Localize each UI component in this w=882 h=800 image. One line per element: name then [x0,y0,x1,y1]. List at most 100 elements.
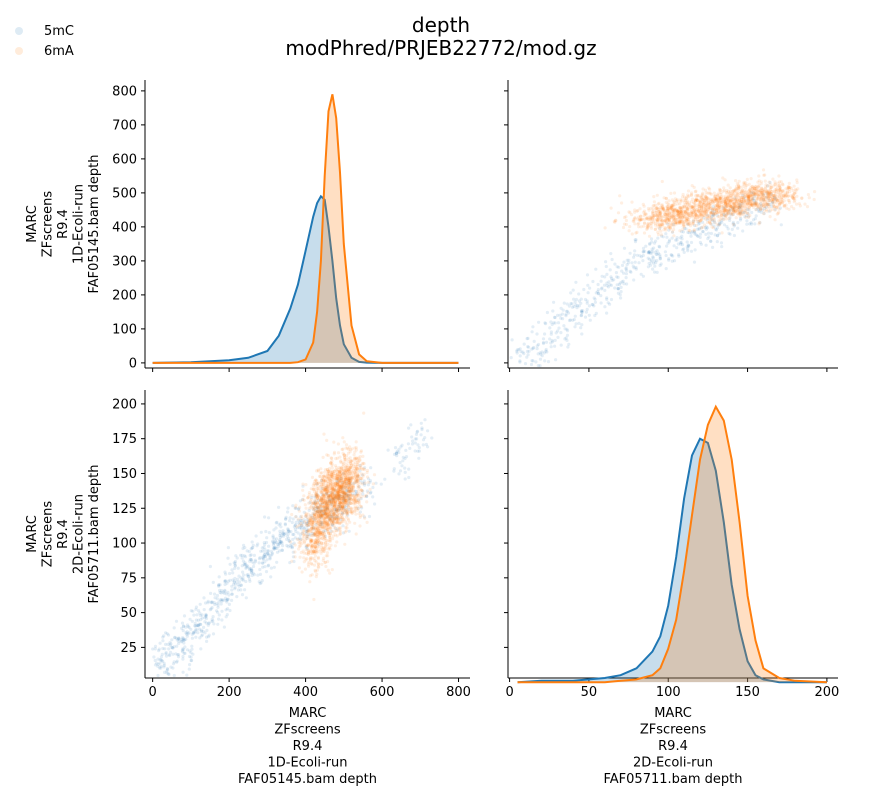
scatter-point [313,514,317,518]
scatter-point [792,184,796,188]
scatter-point [205,628,209,633]
scatter-point [308,530,313,534]
scatter-point [557,326,561,330]
scatter-point [315,526,320,530]
scatter-point [731,199,735,204]
scatter-point [189,655,193,659]
scatter-point [332,520,336,525]
scatter-point [272,546,276,550]
scatter-point [259,549,263,553]
scatter-point [286,532,290,536]
scatter-point [368,479,372,483]
scatter-point [525,337,529,341]
scatter-point [651,204,655,208]
scatter-point [304,522,308,526]
scatter-point [342,469,346,473]
scatter-point [317,498,321,502]
scatter-point [352,453,356,457]
scatter-point [249,547,253,551]
scatter-point [232,582,236,586]
scatter-point [569,291,573,295]
scatter-point [307,493,311,497]
scatter-point [206,599,210,604]
scatter-point [328,537,332,541]
scatter-point [313,569,318,574]
scatter-point [323,560,328,564]
scatter-point [317,562,321,566]
scatter-point [266,549,270,553]
scatter-point [672,234,676,238]
scatter-point [564,314,568,318]
scatter-point [527,345,531,349]
scatter-point [182,638,186,642]
scatter-point [743,209,747,213]
scatter-point [165,667,169,671]
scatter-point [305,533,309,537]
scatter-point [319,515,323,519]
scatter-point [731,212,735,217]
scatter-point [161,635,165,639]
scatter-point [171,666,175,670]
scatter-point [297,523,301,527]
scatter-point [407,467,411,471]
scatter-point [325,502,329,506]
scatter-point [221,590,225,594]
scatter-point [263,565,267,569]
scatter-point [181,647,185,651]
scatter-point [223,570,227,574]
scatter-point [638,207,642,211]
scatter-point [200,616,204,620]
scatter-point [226,579,230,583]
scatter-point [234,554,238,558]
scatter-point [346,513,350,517]
scatter-point [361,454,365,458]
scatter-point [600,274,604,278]
scatter-point [327,517,332,521]
scatter-point [315,519,319,523]
scatter-point [206,623,210,627]
scatter-point [166,633,171,637]
scatter-point [651,255,655,259]
scatter-point [305,518,309,522]
scatter-point [354,448,358,452]
scatter-point [324,554,328,558]
scatter-point [319,541,323,545]
scatter-point [241,570,245,574]
scatter-point [302,520,306,525]
scatter-point [324,534,328,538]
scatter-point [294,506,298,510]
scatter-point [159,658,163,662]
scatter-point [172,626,176,630]
scatter-point [321,525,325,529]
scatter-point [252,553,256,558]
scatter-point [181,657,185,661]
scatter-point [315,540,319,544]
scatter-point [347,494,351,498]
scatter-point [280,534,284,538]
scatter-point [689,249,694,253]
scatter-point [773,208,777,212]
scatter-point [169,665,173,669]
scatter-point [322,549,326,553]
scatter-point [754,214,758,218]
scatter-point [294,529,298,534]
scatter-point [753,222,757,226]
scatter-point [314,492,318,496]
scatter-point [242,543,246,548]
scatter-point [275,550,280,554]
scatter-point [710,207,715,211]
scatter-point [173,636,177,640]
scatter-point [301,536,305,540]
scatter-point [349,459,353,463]
scatter-point [768,195,772,199]
scatter-point [750,197,755,201]
scatter-point [763,187,768,191]
scatter-point [218,590,222,595]
scatter-point [720,245,724,249]
scatter-point [322,512,326,516]
scatter-point [296,518,300,522]
chart-subtitle: modPhred/PRJEB22772/mod.gz [285,36,596,60]
scatter-point [321,545,326,550]
scatter-point [796,187,800,191]
scatter-point [795,180,799,185]
